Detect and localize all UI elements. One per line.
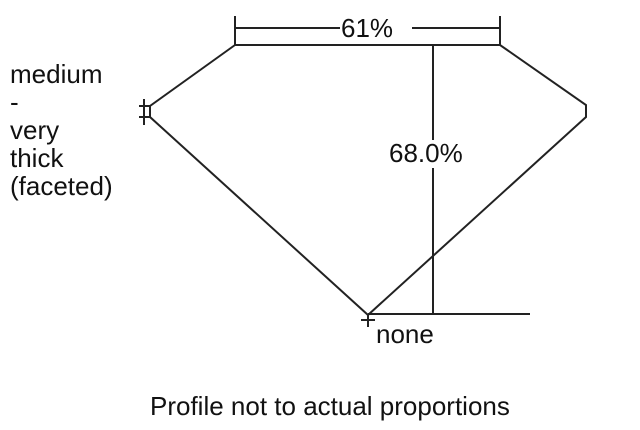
culet-label: none bbox=[376, 319, 434, 349]
depth-percentage: 68.0% bbox=[389, 138, 463, 168]
girdle-label-line: thick bbox=[10, 143, 64, 173]
girdle-label-line: medium bbox=[10, 59, 103, 89]
caption: Profile not to actual proportions bbox=[150, 391, 510, 421]
girdle-thickness-label: medium - very thick (faceted) bbox=[10, 60, 113, 200]
gem-outline bbox=[149, 44, 587, 317]
table-percentage: 61% bbox=[341, 13, 394, 43]
girdle-label-line: very bbox=[10, 115, 60, 145]
girdle-label-line: - bbox=[10, 87, 19, 117]
girdle-label-line: (faceted) bbox=[10, 171, 113, 201]
